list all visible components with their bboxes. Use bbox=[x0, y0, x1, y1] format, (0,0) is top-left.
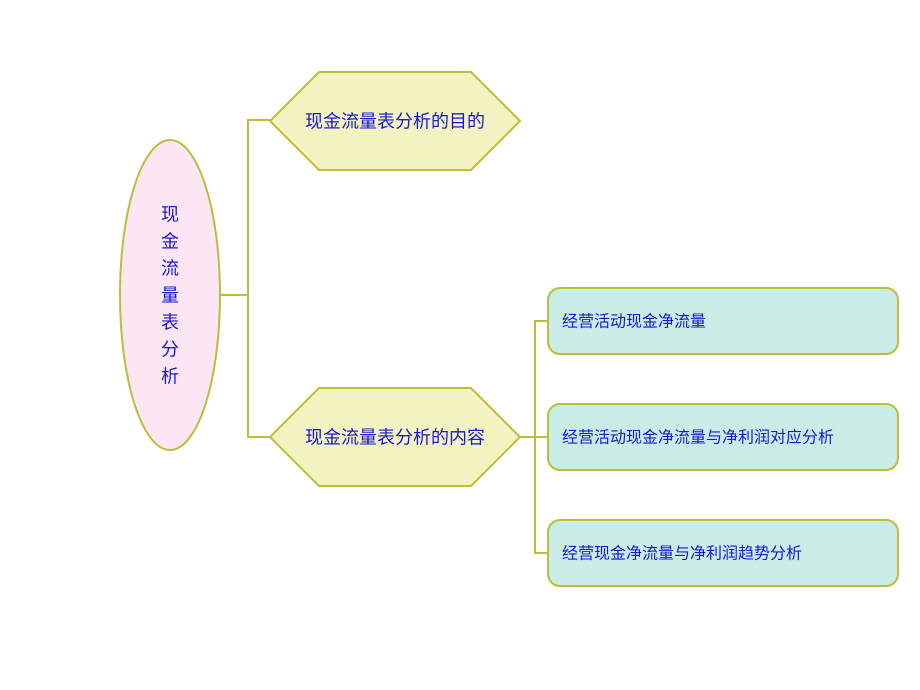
connector-content bbox=[520, 321, 548, 553]
hex-label-content: 现金流量表分析的内容 bbox=[305, 427, 485, 447]
leaf-label-0: 经营活动现金净流量 bbox=[562, 313, 706, 331]
leaf-label-2: 经营现金净流量与净利润趋势分析 bbox=[562, 545, 802, 563]
hex-label-purpose: 现金流量表分析的目的 bbox=[305, 111, 485, 131]
leaf-label-1: 经营活动现金净流量与净利润对应分析 bbox=[562, 428, 834, 447]
connector-root bbox=[220, 120, 270, 437]
root-label: 现金流量表分析 bbox=[161, 204, 179, 386]
diagram-canvas: 现金流量表分析 现金流量表分析的目的现金流量表分析的内容 经营活动现金净流量经营活动… bbox=[0, 0, 920, 690]
